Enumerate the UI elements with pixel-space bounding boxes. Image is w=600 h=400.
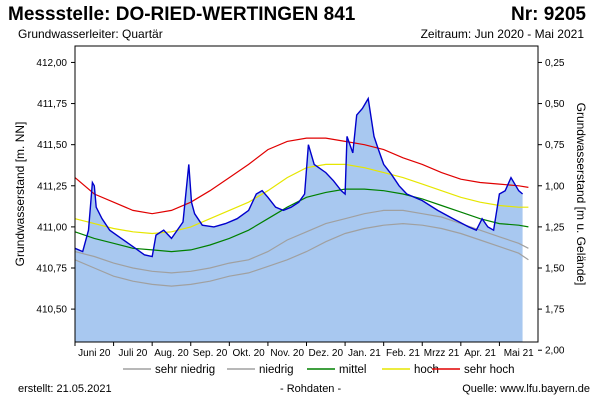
x-tick-label: Jan. 21 bbox=[348, 348, 381, 359]
series-line-mittel bbox=[74, 188, 529, 253]
legend-label-hoch: hoch bbox=[414, 364, 439, 376]
x-tick-label: Aug. 20 bbox=[154, 348, 189, 359]
x-tick-label: Sep. 20 bbox=[193, 348, 228, 359]
y2-tick-label: 0,50 bbox=[545, 99, 565, 110]
legend-label-niedrig: niedrig bbox=[259, 364, 294, 376]
x-tick-label: Okt. 20 bbox=[233, 348, 266, 359]
y-tick-label: 411,00 bbox=[37, 222, 67, 233]
period-label: Zeitraum: Jun 2020 - Mai 2021 bbox=[420, 27, 584, 41]
y-tick-label: 410,75 bbox=[36, 264, 67, 275]
series-line-niedrig bbox=[74, 209, 529, 274]
x-tick-label: Nov. 20 bbox=[270, 348, 304, 359]
y2-tick-label: 1,75 bbox=[545, 305, 565, 316]
measured-area bbox=[75, 98, 523, 342]
raw-data-note: - Rohdaten - bbox=[280, 383, 342, 395]
series-line-sehr_niedrig bbox=[74, 222, 529, 287]
y-tick-label: 411,25 bbox=[37, 181, 67, 192]
x-tick-label: Juni 20 bbox=[78, 348, 111, 359]
y-axis-title: Grundwasserstand [m. NN] bbox=[13, 122, 27, 267]
legend-label-sehr_niedrig: sehr niedrig bbox=[155, 364, 215, 376]
legend-label-sehr_hoch: sehr hoch bbox=[464, 364, 515, 376]
aquifer-label: Grundwasserleiter: Quartär bbox=[18, 27, 163, 41]
x-tick-label: Mai 21 bbox=[504, 348, 534, 359]
x-tick-label: Juli 20 bbox=[118, 348, 147, 359]
measured-line bbox=[74, 96, 524, 258]
y-tick-label: 412,00 bbox=[36, 58, 67, 69]
series-line-sehr_hoch bbox=[74, 137, 529, 215]
source-link[interactable]: Quelle: www.lfu.bayern.de bbox=[462, 383, 590, 395]
x-tick-label: Dez. 20 bbox=[309, 348, 344, 359]
y2-tick-label: 2,00 bbox=[545, 346, 565, 357]
axes: 412,00 411,75 411,50 411,25 411,00 410,75 410,… bbox=[13, 45, 588, 359]
y2-tick-label: 0,25 bbox=[545, 58, 565, 69]
x-tick-label: Apr. 21 bbox=[464, 348, 496, 359]
y2-tick-label: 1,25 bbox=[545, 222, 565, 233]
x-tick-label: Mrzz 21 bbox=[424, 348, 460, 359]
y2-tick-label: 0,75 bbox=[545, 140, 565, 151]
y2-axis-title: Grundwasserstand [m u. Geländе] bbox=[574, 103, 588, 286]
y-tick-label: 410,50 bbox=[36, 305, 67, 316]
legend-label-mittel: mittel bbox=[339, 364, 366, 376]
legend: sehr niedrig niedrig mittel hoch sehr hoch bbox=[123, 364, 515, 376]
created-date: erstellt: 21.05.2021 bbox=[18, 383, 112, 395]
x-tick-label: Feb. 21 bbox=[386, 348, 420, 359]
y2-tick-label: 1,50 bbox=[545, 264, 565, 275]
y-tick-label: 411,75 bbox=[37, 99, 67, 110]
y-tick-label: 411,50 bbox=[37, 140, 67, 151]
station-number: Nr: 9205 bbox=[511, 4, 586, 25]
page-title: Messstelle: DO-RIED-WERTINGEN 841 bbox=[8, 4, 356, 25]
y2-tick-label: 1,00 bbox=[545, 181, 565, 192]
plot-area bbox=[74, 96, 529, 342]
